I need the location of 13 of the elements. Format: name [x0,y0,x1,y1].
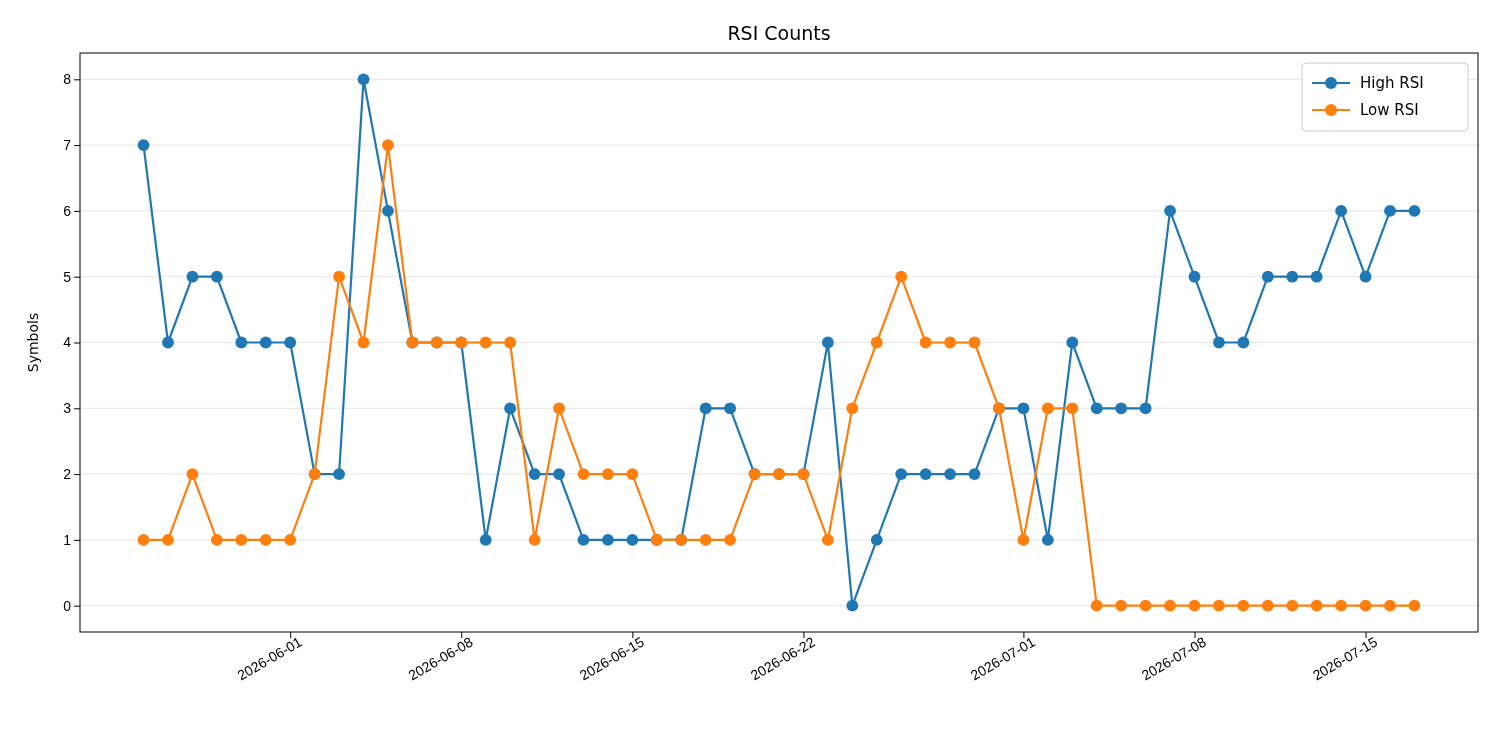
y-axis-title: Symbols [25,312,41,373]
legend-label: High RSI [1360,74,1424,92]
y-tick-label: 0 [63,597,72,614]
y-tick-label: 2 [63,466,72,483]
y-tick-label: 8 [63,71,72,88]
y-tick-label: 5 [63,268,72,285]
y-tick-label: 6 [63,202,72,219]
y-tick-label: 1 [63,531,72,548]
y-tick-label: 7 [63,137,72,154]
y-tick-label: 4 [63,334,72,351]
legend-label: Low RSI [1360,101,1419,119]
chart-title: RSI Counts [727,22,831,44]
y-tick-label: 3 [63,400,72,417]
